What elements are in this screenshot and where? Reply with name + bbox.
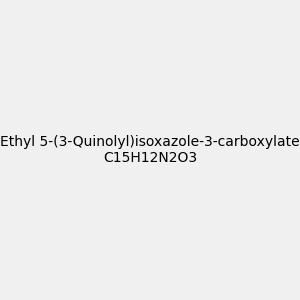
Text: Ethyl 5-(3-Quinolyl)isoxazole-3-carboxylate
C15H12N2O3: Ethyl 5-(3-Quinolyl)isoxazole-3-carboxyl… — [0, 135, 300, 165]
